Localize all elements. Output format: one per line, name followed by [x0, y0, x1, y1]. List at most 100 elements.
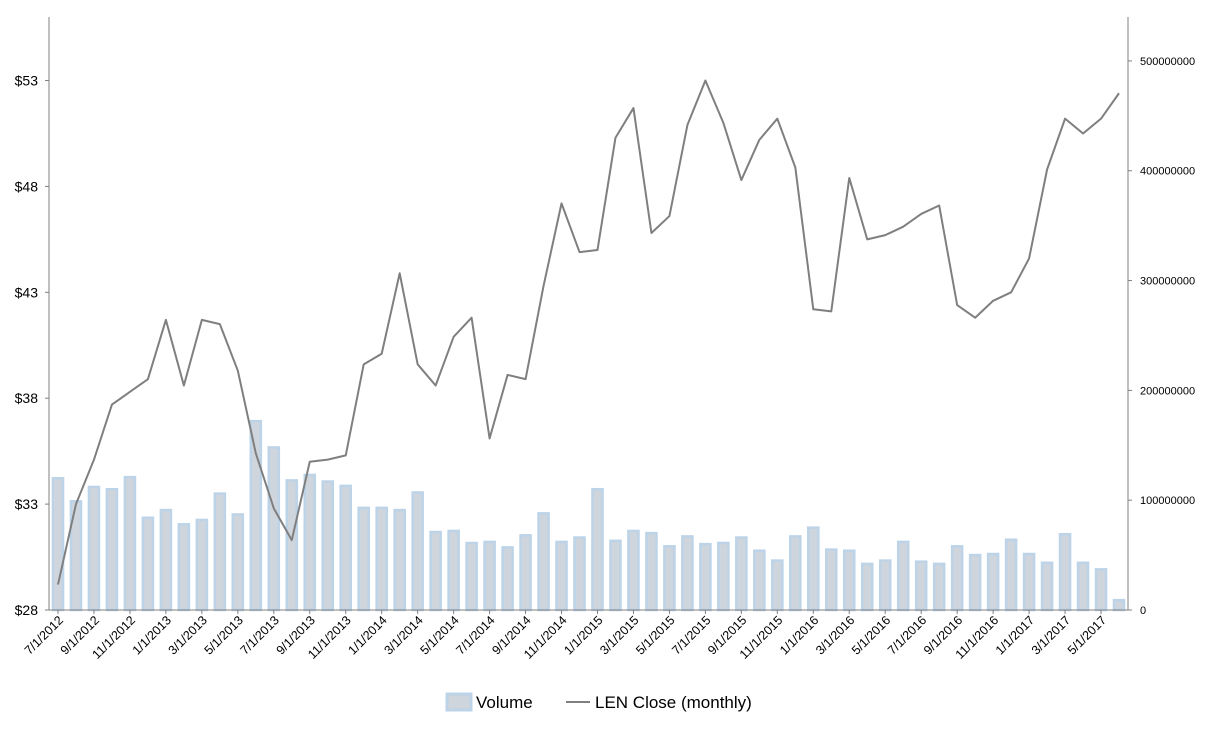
volume-bar	[123, 475, 137, 612]
right-tick-label: 200000000	[1140, 385, 1195, 397]
volume-bar	[699, 542, 712, 612]
volume-bar	[1058, 532, 1072, 612]
x-tick-label: 3/1/2014	[381, 613, 425, 657]
x-tick-label: 1/1/2016	[777, 613, 821, 657]
volume-bar	[932, 562, 946, 612]
volume-bar	[303, 473, 317, 612]
x-tick-label: 5/1/2015	[633, 613, 677, 657]
x-tick-label: 3/1/2015	[597, 613, 641, 657]
volume-bar	[1004, 538, 1018, 612]
x-tick-label: 7/1/2015	[669, 613, 713, 657]
volume-bar	[105, 487, 119, 612]
volume-bar	[1076, 561, 1090, 612]
volume-bar	[393, 508, 406, 612]
volume-bar	[411, 491, 424, 612]
volume-bar	[627, 529, 640, 612]
volume-bar	[267, 446, 281, 612]
volume-bar	[519, 534, 532, 612]
volume-bar	[914, 560, 928, 612]
close-line-layer	[57, 79, 1120, 585]
volume-bar	[824, 548, 838, 612]
x-tick-label: 3/1/2013	[166, 613, 210, 657]
right-tick-label: 300000000	[1140, 276, 1195, 288]
legend: Volume LEN Close (monthly)	[445, 692, 752, 712]
volume-bar	[429, 530, 442, 612]
volume-bar	[860, 562, 874, 612]
volume-bar	[195, 518, 209, 612]
x-tick-label: 3/1/2016	[813, 613, 857, 657]
x-tick-label: 1/1/2015	[561, 613, 605, 657]
volume-bar	[285, 479, 299, 612]
x-tick-label: 7/1/2012	[22, 613, 66, 657]
volume-bar	[645, 531, 658, 612]
volume-bar	[231, 513, 245, 612]
volume-bar	[87, 485, 101, 612]
x-tick-label: 1/1/2014	[345, 613, 389, 657]
volume-bar	[573, 536, 586, 612]
volume-bars	[51, 419, 1126, 612]
left-tick-label: $38	[15, 390, 39, 406]
legend-volume-label: Volume	[476, 693, 533, 712]
x-tick-label: 7/1/2013	[238, 613, 282, 657]
volume-bar	[753, 549, 766, 612]
volume-bar	[321, 480, 335, 612]
volume-bar	[339, 484, 353, 612]
left-axis-ticks: $28 $33 $38 $43 $48 $53	[15, 73, 49, 618]
volume-bar	[735, 536, 748, 612]
volume-bar	[1040, 561, 1054, 612]
left-tick-label: $33	[15, 496, 39, 512]
volume-bar	[177, 523, 191, 612]
volume-bar	[357, 506, 370, 612]
right-tick-label: 0	[1140, 605, 1146, 617]
right-tick-label: 400000000	[1140, 166, 1195, 178]
left-tick-label: $28	[15, 602, 39, 618]
volume-bar	[717, 541, 730, 612]
x-tick-label: 7/1/2014	[453, 613, 497, 657]
volume-bar	[465, 541, 478, 612]
x-tick-label: 3/1/2017	[1029, 613, 1073, 657]
volume-bar	[501, 546, 514, 612]
legend-close-label: LEN Close (monthly)	[595, 693, 752, 712]
x-tick-label: 7/1/2016	[885, 613, 929, 657]
volume-bar	[1022, 552, 1036, 612]
left-tick-label: $53	[15, 73, 39, 89]
volume-bar	[159, 508, 173, 612]
right-axis-ticks: 0 100000000 200000000 300000000 400000000 500…	[1128, 56, 1195, 617]
x-tick-label: 5/1/2016	[849, 613, 893, 657]
volume-bar	[141, 516, 155, 612]
left-tick-label: $43	[15, 284, 39, 300]
volume-bar	[483, 540, 496, 612]
x-tick-label: 5/1/2017	[1065, 613, 1109, 657]
volume-bar	[555, 540, 568, 612]
volume-bar	[878, 559, 892, 612]
axes	[48, 17, 1129, 611]
volume-bar	[1112, 598, 1126, 612]
x-axis-ticks: 7/1/20129/1/201211/1/20121/1/20133/1/201…	[22, 610, 1109, 662]
volume-bar	[986, 552, 1000, 612]
volume-bar	[447, 529, 460, 612]
volume-bar	[807, 526, 820, 612]
right-tick-label: 100000000	[1140, 495, 1195, 507]
x-tick-label: 5/1/2013	[202, 613, 246, 657]
volume-bar	[968, 553, 982, 612]
volume-bar	[842, 549, 856, 612]
volume-bar	[1094, 568, 1108, 612]
volume-bar	[213, 492, 227, 612]
volume-bar	[896, 540, 910, 612]
right-tick-label: 500000000	[1140, 56, 1195, 68]
legend-volume-swatch	[445, 692, 473, 712]
volume-bar	[681, 535, 694, 612]
x-tick-label: 1/1/2013	[130, 613, 174, 657]
volume-bar	[950, 545, 964, 612]
volume-bar	[51, 476, 65, 612]
volume-bar	[375, 506, 388, 612]
close-line	[57, 79, 1120, 585]
volume-bar	[771, 559, 784, 612]
volume-bar	[537, 512, 550, 612]
volume-bar	[663, 545, 676, 612]
volume-bar	[609, 539, 622, 612]
left-tick-label: $48	[15, 178, 39, 194]
volume-bar	[789, 535, 802, 612]
x-tick-label: 1/1/2017	[993, 613, 1037, 657]
